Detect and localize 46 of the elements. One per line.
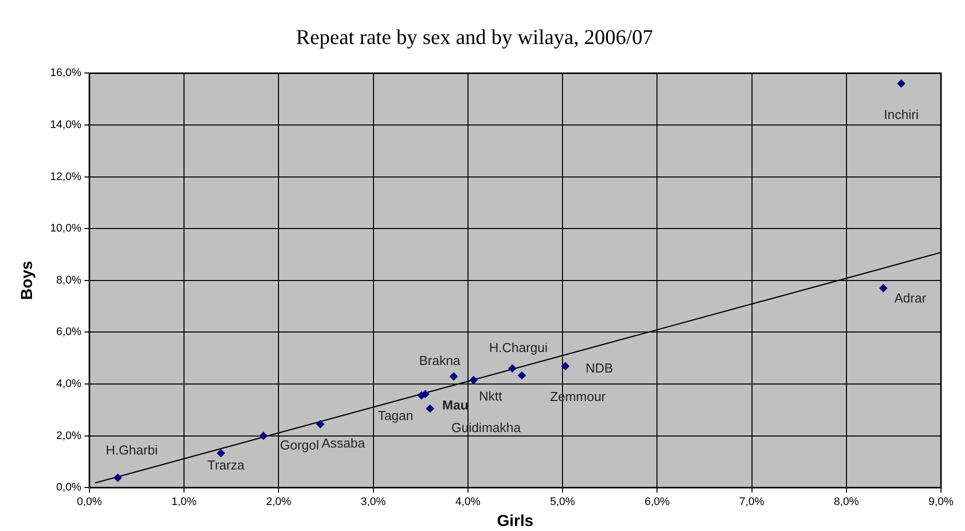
annotation: H.Chargui: [489, 340, 548, 356]
y-axis-title: Boys: [19, 260, 36, 300]
y-tick-label: 2,0%: [56, 430, 82, 442]
y-tick-label: 16,0%: [50, 67, 82, 80]
annotation: Brakna: [419, 353, 462, 368]
point: [879, 284, 888, 292]
annotation: NDB: [586, 360, 614, 376]
annotation: Nktt: [479, 388, 502, 404]
annotation: Trarza: [207, 458, 246, 473]
x-axis-title: Girls: [496, 512, 534, 530]
annotation: Inchiri: [884, 107, 919, 122]
annotation: Mau: [442, 398, 468, 413]
point: [897, 80, 906, 88]
point: [259, 432, 268, 440]
point: [518, 371, 526, 380]
x-tick-label: 4,0%: [455, 496, 481, 508]
point: [470, 376, 478, 384]
y-tick-label: 8,0%: [56, 274, 82, 286]
y-tick-label: 12,0%: [50, 170, 82, 183]
point: [426, 404, 434, 413]
y-tick-label: 14,0%: [50, 119, 82, 132]
x-tick-label: 0,0%: [76, 496, 102, 508]
annotation: Adrar: [894, 290, 927, 306]
x-tick-label: 5,0%: [550, 496, 576, 508]
y-tick-label: 6,0%: [56, 326, 82, 338]
point: [508, 364, 516, 372]
x-tick-label: 3,0%: [360, 496, 386, 508]
annotation: Gorgol: [280, 437, 320, 452]
chart-title: Repeat rate by sex and by wilaya, 2006/07: [296, 25, 653, 50]
y-tick-label: 10,0%: [50, 222, 82, 235]
x-tick-label: 6,0%: [644, 496, 670, 508]
x-tick-label: 7,0%: [739, 496, 765, 508]
x-tick-label: 2,0%: [266, 496, 292, 508]
annotation: Tagan: [378, 408, 414, 423]
y-tick-label: 0,0%: [56, 482, 82, 494]
point: [450, 372, 458, 380]
x-tick-label: 1,0%: [171, 496, 197, 508]
point: [216, 449, 225, 458]
annotation: H.Gharbi: [106, 442, 158, 458]
x-tick-label: 9,0%: [928, 496, 954, 508]
x-tick-label: 8,0%: [834, 496, 860, 508]
point: [561, 362, 570, 370]
annotation: Assaba: [322, 436, 366, 451]
y-tick-label: 4,0%: [56, 378, 82, 390]
point: [316, 420, 324, 428]
point: [114, 474, 122, 482]
